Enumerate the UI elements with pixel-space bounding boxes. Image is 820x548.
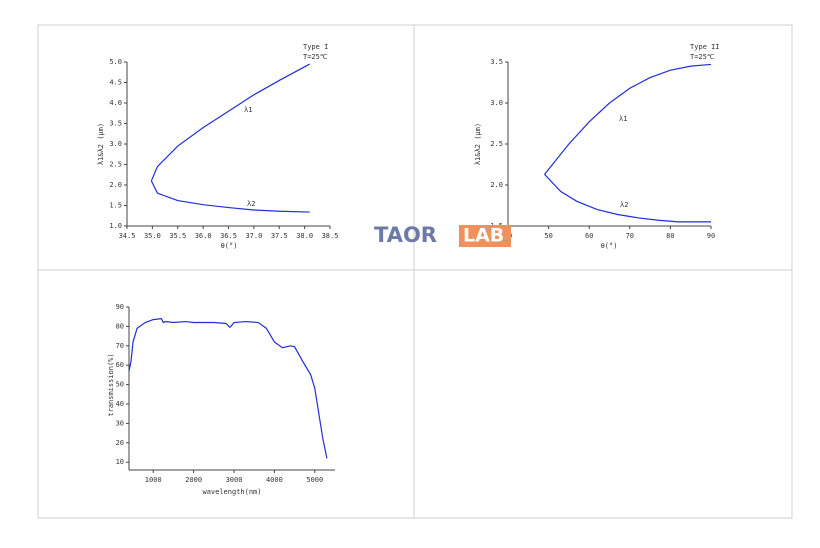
data-line <box>128 317 328 459</box>
logo-box <box>459 225 511 247</box>
y-tick-label: 1.0 <box>109 222 122 230</box>
x-tick-label: 5000 <box>306 476 323 484</box>
y-tick-label: 3.0 <box>490 99 503 107</box>
x-tick-label: 37.5 <box>271 232 288 240</box>
x-tick-label: 60 <box>585 232 593 240</box>
y-tick-label: 30 <box>116 419 124 427</box>
x-tick-label: 1000 <box>145 476 162 484</box>
x-axis-label: wavelength(nm) <box>202 488 261 496</box>
annotation: Type I <box>303 43 328 51</box>
x-tick-label: 70 <box>626 232 634 240</box>
series-label: λ2 <box>620 201 628 209</box>
series-label: λ2 <box>247 200 255 208</box>
annotation: Type II <box>690 43 720 51</box>
y-tick-label: 5.0 <box>109 58 122 66</box>
annotation: T=25℃ <box>303 53 328 61</box>
x-tick-label: 36.5 <box>220 232 237 240</box>
x-tick-label: 4000 <box>266 476 283 484</box>
y-tick-label: 3.0 <box>109 140 122 148</box>
x-tick-label: 2000 <box>185 476 202 484</box>
grid-frame <box>37 24 793 519</box>
x-tick-label: 34.5 <box>119 232 136 240</box>
y-tick-label: 80 <box>116 322 124 330</box>
y-tick-label: 10 <box>116 458 124 466</box>
y-tick-label: 2.0 <box>490 181 503 189</box>
x-tick-label: 50 <box>544 232 552 240</box>
y-tick-label: 20 <box>116 439 124 447</box>
data-line <box>544 63 712 175</box>
y-tick-label: 50 <box>116 381 124 389</box>
y-tick-label: 2.5 <box>109 161 122 169</box>
x-axis-label: θ(°) <box>601 242 618 250</box>
data-line <box>150 63 310 182</box>
annotation: T=25℃ <box>690 53 715 61</box>
series-label: λ1 <box>244 106 252 114</box>
y-tick-label: 2.5 <box>490 140 503 148</box>
y-tick-label: 2.0 <box>109 181 122 189</box>
y-tick-label: 4.5 <box>109 79 122 87</box>
charts: 1.0 1.5 2.0 2.5 3.0 3.5 4.0 4.5 5.0 34.5 35.0 35.5 3… <box>97 43 720 496</box>
x-tick-label: 90 <box>707 232 715 240</box>
x-tick-label: 35.5 <box>169 232 186 240</box>
x-tick-label: 38.5 <box>322 232 339 240</box>
x-tick-label: 36.0 <box>195 232 212 240</box>
y-tick-label: 3.5 <box>490 58 503 66</box>
logo-right: LAB <box>463 225 504 247</box>
logo-left: TAOR <box>374 223 437 247</box>
y-tick-label: 1.5 <box>109 202 122 210</box>
x-tick-label: 37.0 <box>245 232 262 240</box>
y-axis-label: λ1&λ2 (μm) <box>474 123 482 165</box>
data-line <box>150 180 310 213</box>
watermark: TAOR LAB <box>374 223 511 247</box>
y-tick-label: 40 <box>116 400 124 408</box>
data-line <box>544 173 711 223</box>
x-tick-label: 3000 <box>226 476 243 484</box>
x-axis-label: θ(°) <box>221 242 238 250</box>
x-tick-label: 80 <box>666 232 674 240</box>
x-tick-label: 35.0 <box>144 232 161 240</box>
y-tick-label: 90 <box>116 303 124 311</box>
y-tick-label: 60 <box>116 361 124 369</box>
y-tick-label: 70 <box>116 342 124 350</box>
y-axis-label: transmission(%) <box>107 353 115 416</box>
y-axis-label: λ1&λ2 (μm) <box>97 123 105 165</box>
y-tick-label: 3.5 <box>109 120 122 128</box>
y-tick-label: 4.0 <box>109 99 122 107</box>
x-tick-label: 38.0 <box>296 232 313 240</box>
series-label: λ1 <box>619 115 627 123</box>
